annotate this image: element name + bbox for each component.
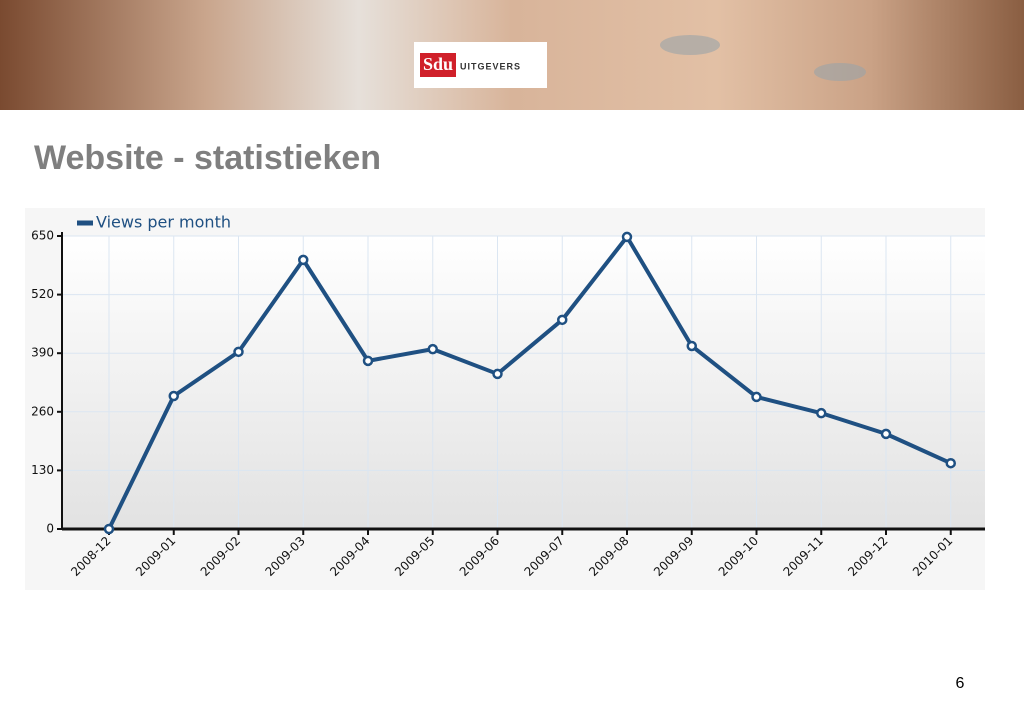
plot-area: [62, 236, 985, 529]
data-point: [103, 523, 115, 535]
y-tick-label: 260: [31, 404, 54, 418]
data-point: [557, 314, 568, 326]
logo-text: UITGEVERS: [460, 61, 521, 71]
logo-mark: [420, 53, 456, 77]
data-point: [751, 391, 762, 403]
data-point: [298, 254, 309, 266]
photo-eye: [814, 63, 866, 81]
y-tick-label: 130: [31, 463, 54, 477]
series-line: [107, 234, 952, 530]
photo-eye: [660, 35, 720, 55]
data-point: [233, 346, 244, 358]
data-point: [621, 231, 633, 243]
data-point: [362, 355, 374, 367]
data-point: [492, 368, 503, 380]
data-point: [168, 390, 179, 402]
y-tick-label: 0: [46, 522, 54, 536]
data-point: [816, 407, 827, 419]
y-tick-label: 520: [31, 287, 54, 301]
data-point: [427, 343, 438, 355]
legend-label: Views per month: [96, 213, 231, 232]
data-point: [880, 428, 892, 440]
y-tick-label: 650: [31, 229, 54, 243]
data-point: [945, 457, 956, 469]
page-number: 6: [956, 675, 965, 692]
y-tick-label: 390: [31, 346, 54, 360]
legend-swatch: [77, 220, 93, 226]
logo-brand: Sdu: [423, 54, 453, 74]
slide-title: Website - statistieken: [34, 139, 381, 177]
data-point: [686, 340, 697, 352]
